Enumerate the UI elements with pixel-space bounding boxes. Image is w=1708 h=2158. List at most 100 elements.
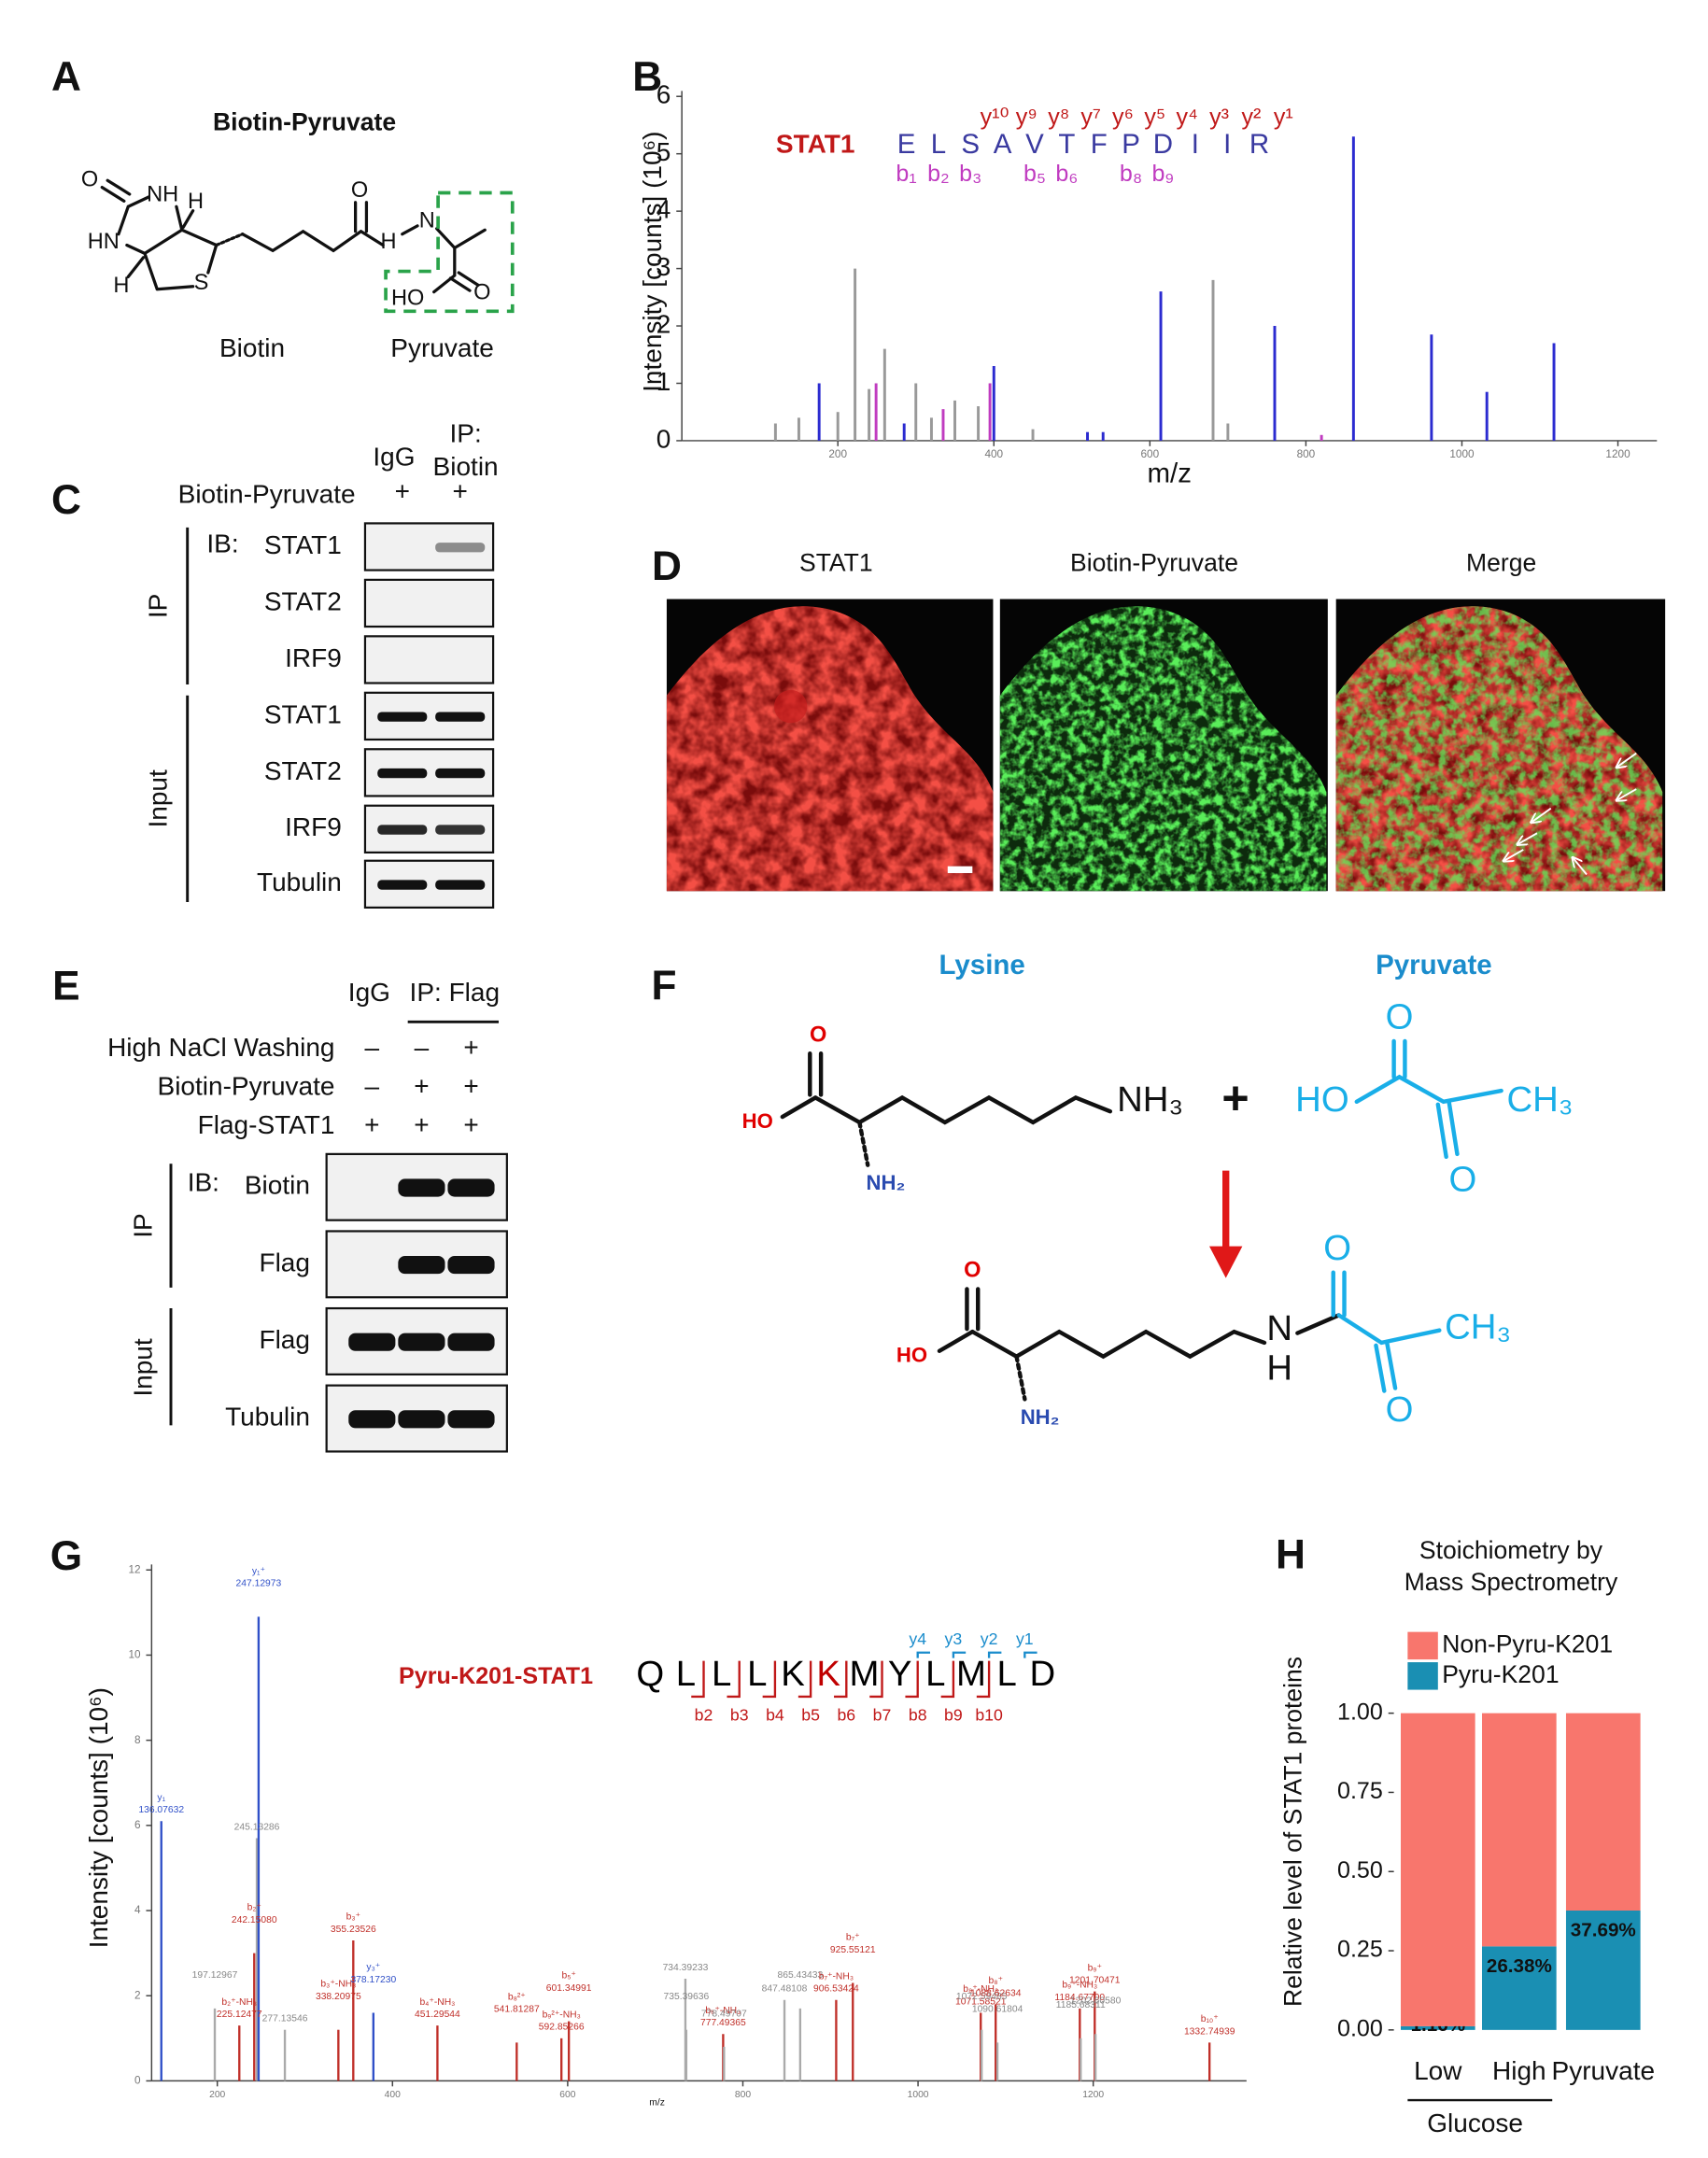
peak-mz-label: 601.34991 [546,1983,592,1994]
ion-bracket [691,1660,705,1699]
residue: D [1153,129,1173,160]
blot-frame [363,522,495,571]
residue: I [1223,129,1231,160]
peak-mz-label: 277.13546 [262,2014,308,2024]
image-title: Biotin-Pyruvate [1070,549,1238,577]
chart-title: Mass Spectrometry [1405,1568,1618,1596]
residue: A [994,129,1012,160]
peak-mz-label: 242.15080 [232,1915,277,1925]
image-biotin-pyruvate [999,599,1328,892]
treatment-label: Biotin-Pyruvate [178,479,356,508]
group-label: IP [128,1213,157,1237]
x-tick-label: 200 [828,448,847,460]
peak-mz-label: 451.29544 [415,2010,460,2020]
peak-ion-label: b₃⁺ [346,1912,360,1923]
peak-ion-label: b₉²⁺-NH₃ [543,2010,581,2020]
y-tick-label: 2 [134,1989,141,2001]
bar-segment [1400,2025,1475,2030]
panel-label: H [1276,1532,1306,1578]
residue: D [1030,1654,1056,1694]
blot-band [398,1333,445,1351]
y-tick-label: 5 [656,137,671,166]
blot-band [348,1410,396,1429]
peak-mz-label: 355.23526 [331,1925,376,1935]
treatment-sign: + [463,1033,478,1062]
peak-mz-label: 865.43433 [777,1970,823,1981]
panel-label: F [651,964,676,1009]
atom-label: NH₃ [1117,1079,1183,1120]
bar-value-label: 26.38% [1487,1955,1552,1977]
peak-mz-label: 197.12967 [192,1970,238,1981]
y-axis-label: Intensity [counts] (10⁶) [638,132,667,392]
peak-mz-label: 1185.68311 [1056,2000,1106,2010]
residue: L [676,1654,696,1694]
peak-mz-label: 1184.67700 [1054,1993,1105,2003]
treatment-label: Flag-STAT1 [198,1110,335,1139]
blot-band [348,1333,396,1351]
y-ion: y² [1241,104,1261,130]
b-ion: b₅ [1023,161,1046,187]
y-tick-label: 0 [134,2075,141,2087]
y-tick-label: 12 [128,1563,140,1575]
plus-sign: + [1221,1072,1249,1124]
group-label: IP [144,594,173,618]
blot-frame [363,578,495,628]
b-ion: b2 [695,1705,713,1724]
ion-bracket [940,1660,955,1699]
peak-mz-label: 541.81287 [494,2005,540,2015]
residue: K [816,1654,840,1694]
panel-label: E [52,964,80,1009]
ib-label: IB: [188,1168,219,1197]
treatment-sign: – [365,1033,380,1062]
residue: L [931,129,946,160]
atom-label: NH₂ [1021,1405,1060,1429]
treatment-sign: + [395,476,410,505]
lane-label: IP: Flag [410,978,501,1007]
x-tick-label: High [1492,2056,1546,2085]
peak-mz-label: 906.53424 [813,1984,859,1995]
peak-ion-label: b₉⁺ [1088,1963,1102,1973]
y-tick-label: 0.25 [1337,1937,1383,1963]
blot-band [447,1178,495,1197]
blot-row-label: STAT1 [264,699,342,728]
x-tick-label: 400 [385,2090,401,2100]
blot-row-label: Flag [259,1248,309,1276]
atom-label: O [1386,996,1414,1037]
atom-label: O [1323,1228,1351,1268]
b-ion: b₂ [927,161,950,187]
x-axis-label: m/z [649,2098,665,2109]
chart-title: Stoichiometry by [1419,1536,1603,1564]
legend-swatch [1407,1631,1438,1660]
panel-label: C [51,477,81,523]
atom-label: N [419,208,435,233]
image-stat1 [666,599,994,892]
peak-ion-label: b₂⁺ [247,1903,261,1913]
atom-label: HN [88,229,120,253]
atom-label: NH [147,182,178,206]
lane-label: Biotin [433,452,499,481]
peak-mz-label: 378.17230 [350,1975,396,1985]
reactant-name: Pyruvate [1376,950,1492,980]
panel-label: D [652,543,682,589]
atom-label: CH₃ [1445,1306,1511,1347]
blot-band [377,712,428,722]
y-axis-label: Relative level of STAT1 proteins [1278,1657,1306,2007]
peak-ion-label: b₂⁺-NH₃ [221,1997,257,2008]
blot-band [398,1178,445,1197]
atom-label: S [194,270,209,294]
peak-mz-label: 136.07632 [138,1805,184,1815]
residue: E [897,129,916,160]
peak-mz-label: 338.20975 [316,1992,361,2002]
peak-mz-label: 1201.70471 [1069,1976,1121,1986]
ion-bracket [762,1660,777,1699]
residue: F [1091,129,1108,160]
x-tick-label: 400 [984,448,1003,460]
image-merge [1335,599,1666,892]
residue: L [925,1654,945,1694]
y-ion: y³ [1209,104,1229,130]
lane-label: IP: [449,418,481,447]
atom-label: H [113,273,129,297]
atom-label: CH₃ [1506,1079,1573,1120]
x-tick-label: 800 [1297,448,1316,460]
b-ion: b₆ [1055,161,1078,187]
